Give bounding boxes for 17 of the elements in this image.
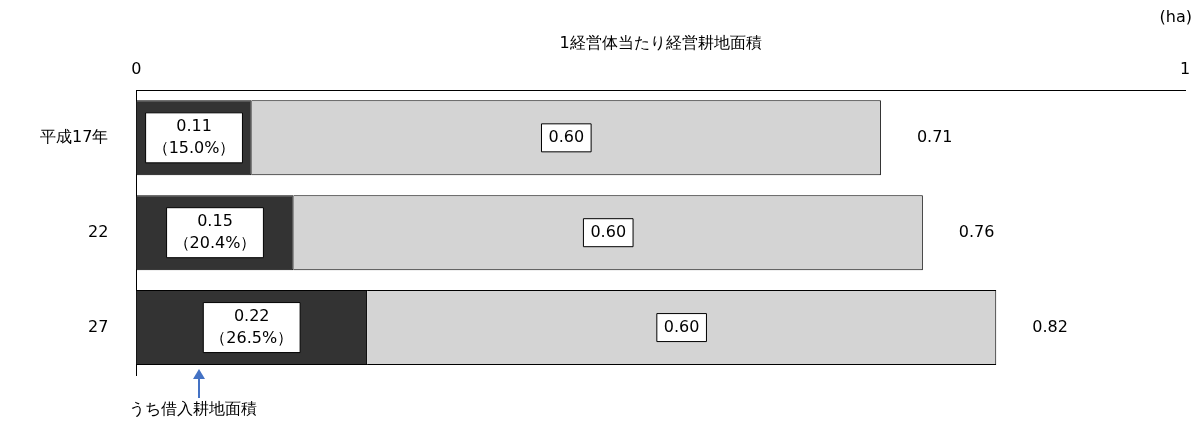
data-label: 0.60	[590, 221, 627, 241]
data-label: 0.11 （15.0%）	[152, 115, 236, 157]
data-label: 0.22 （26.5%）	[210, 305, 294, 347]
data-label: 0.60	[548, 126, 585, 146]
x-tick-label: 1	[1179, 58, 1191, 78]
annotation: うち借入耕地面積	[129, 399, 258, 419]
x-tick-label: 0	[131, 58, 142, 78]
x-axis-title: 1経営体当たり経営耕地面積	[559, 32, 762, 52]
total-label: 0.82	[1032, 316, 1068, 336]
total-label: 0.71	[916, 126, 953, 146]
y-tick-label: 平成17年	[40, 126, 109, 146]
y-tick-label: 27	[88, 316, 109, 336]
data-label: 0.60	[663, 316, 700, 336]
text: (ha)	[1159, 7, 1192, 27]
data-label: 0.15 （20.4%）	[173, 210, 257, 252]
y-tick-label: 22	[88, 221, 109, 241]
total-label: 0.76	[958, 221, 995, 241]
